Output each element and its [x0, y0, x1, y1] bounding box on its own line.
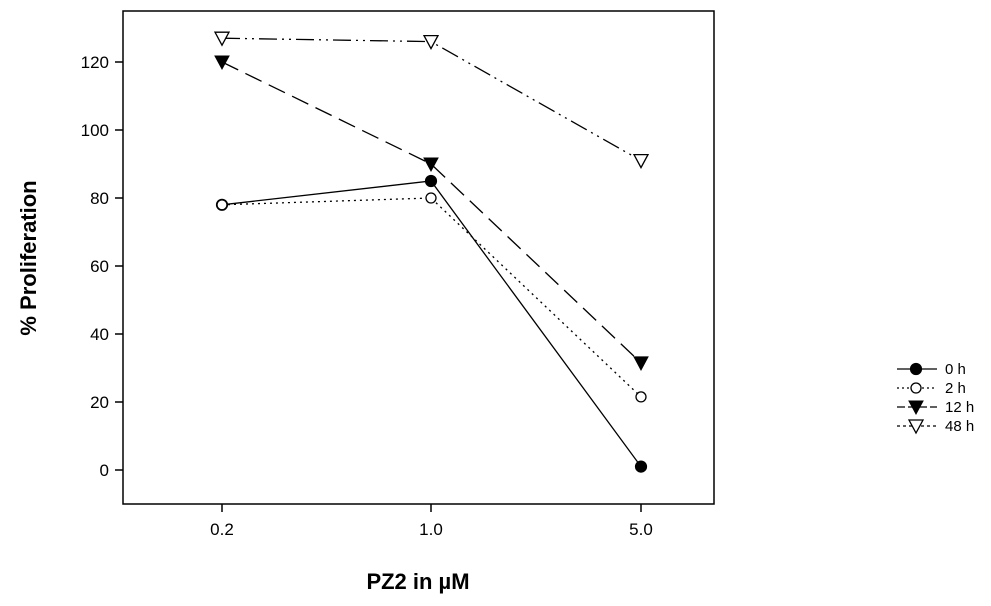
data-point — [633, 356, 649, 371]
y-tick-label: 80 — [90, 189, 109, 208]
legend-item: 2 h — [897, 380, 966, 397]
y-tick-label: 100 — [81, 121, 109, 140]
x-axis-title: PZ2 in µM — [366, 569, 469, 594]
data-point — [424, 174, 438, 188]
legend-marker — [910, 382, 922, 394]
legend-label: 48 h — [945, 418, 974, 435]
data-point — [422, 34, 440, 50]
series-line — [221, 180, 642, 467]
series-line — [221, 61, 642, 364]
data-point — [635, 391, 647, 403]
y-tick-label: 60 — [90, 257, 109, 276]
x-axis: 0.2 1.0 5.0 — [210, 504, 653, 539]
series-48-h — [213, 31, 650, 169]
y-tick-label: 0 — [100, 461, 109, 480]
legend-marker — [908, 400, 924, 416]
x-tick-label: 5.0 — [629, 520, 653, 539]
data-point — [214, 55, 230, 71]
series-layer — [213, 31, 650, 473]
y-tick-label: 40 — [90, 325, 109, 344]
data-point — [213, 31, 231, 47]
x-tick-label: 0.2 — [210, 520, 234, 539]
legend-label: 0 h — [945, 361, 966, 378]
y-axis-title: % Proliferation — [16, 180, 41, 335]
legend-item: 0 h — [897, 361, 966, 378]
series-line — [221, 37, 642, 162]
data-point — [423, 157, 439, 173]
legend-marker — [907, 419, 925, 435]
data-point — [216, 199, 228, 211]
plot-frame — [122, 10, 715, 505]
legend-item: 12 h — [897, 399, 974, 416]
legend-marker — [909, 362, 923, 376]
legend-label: 2 h — [945, 380, 966, 397]
series-12-h — [214, 55, 649, 371]
legend-item: 48 h — [897, 418, 974, 435]
y-tick-label: 120 — [81, 53, 109, 72]
data-point — [425, 192, 437, 204]
data-point — [634, 460, 648, 473]
series-2-h — [216, 192, 647, 403]
data-point — [632, 153, 650, 169]
series-line — [221, 197, 642, 398]
legend-label: 12 h — [945, 399, 974, 416]
legend: 0 h 2 h 12 h 48 h — [897, 361, 974, 435]
x-tick-label: 1.0 — [419, 520, 443, 539]
series-0-h — [215, 174, 648, 473]
y-tick-label: 20 — [90, 393, 109, 412]
y-axis: 0 20 40 60 80 100 120 — [81, 53, 123, 480]
